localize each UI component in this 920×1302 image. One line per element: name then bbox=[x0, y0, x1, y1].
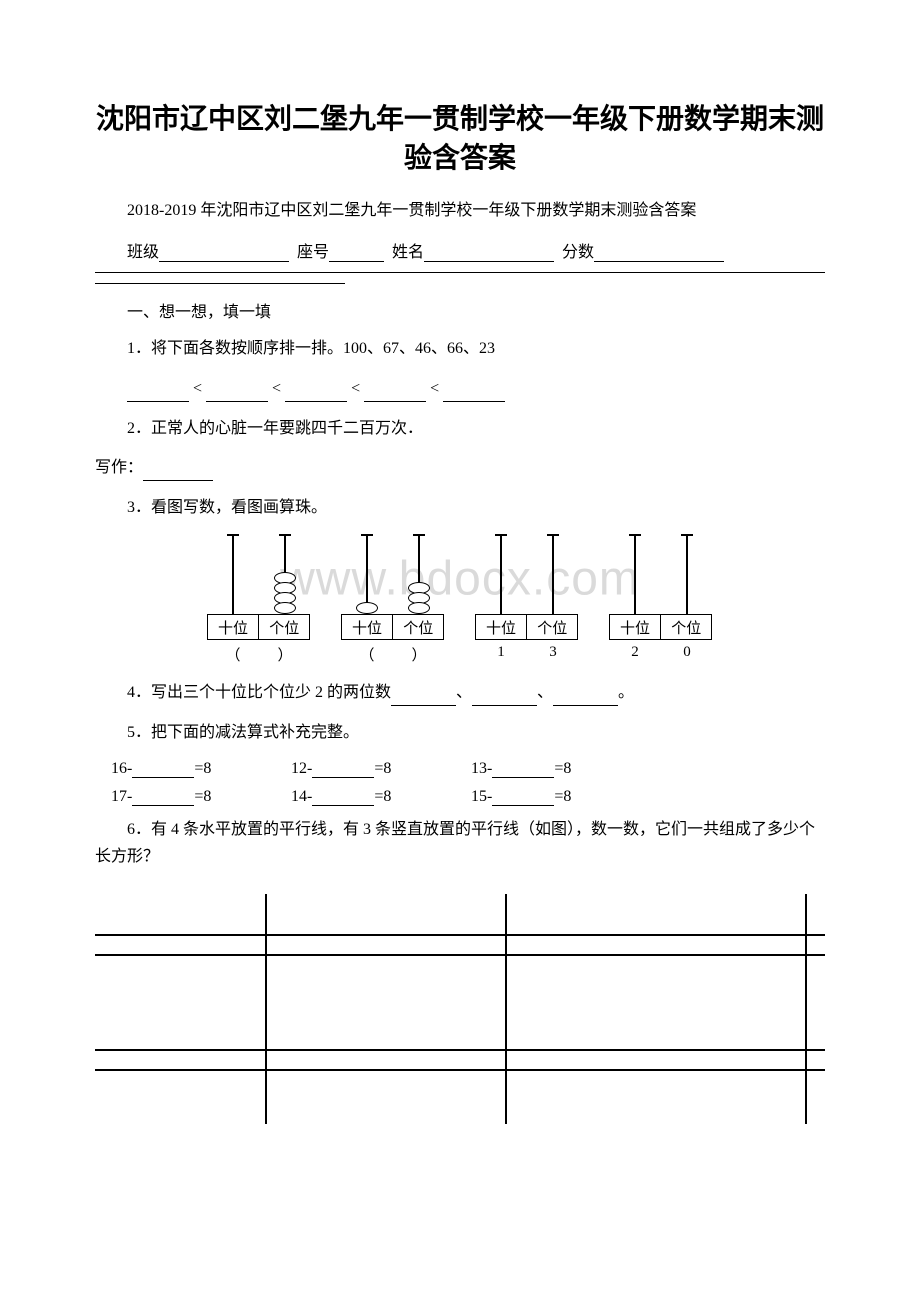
write-label: 写作： bbox=[95, 459, 143, 476]
equation-blank[interactable] bbox=[492, 777, 554, 778]
divider-line bbox=[95, 272, 825, 273]
place-label: 个位 bbox=[392, 614, 444, 640]
abacus-value: 2 bbox=[631, 644, 639, 662]
less-than-icon: < bbox=[351, 380, 360, 397]
q2-blank[interactable] bbox=[143, 480, 213, 481]
vertical-line bbox=[265, 894, 267, 1124]
place-label: 十位 bbox=[475, 614, 527, 640]
place-label: 十位 bbox=[609, 614, 661, 640]
equation-blank[interactable] bbox=[312, 777, 374, 778]
score-label: 分数 bbox=[562, 244, 594, 261]
abacus-value: （ bbox=[225, 644, 240, 662]
abacus-value: ） bbox=[277, 644, 292, 662]
score-blank[interactable] bbox=[594, 261, 724, 262]
class-blank[interactable] bbox=[159, 261, 289, 262]
equation-blank[interactable] bbox=[312, 805, 374, 806]
subtitle: 2018-2019 年沈阳市辽中区刘二堡九年一贯制学校一年级下册数学期末测验含答… bbox=[95, 196, 825, 220]
page-title: 沈阳市辽中区刘二堡九年一贯制学校一年级下册数学期末测验含答案 bbox=[95, 100, 825, 178]
q1-blank[interactable] bbox=[364, 401, 426, 402]
equation-row: 17-=814-=815-=8 bbox=[95, 788, 825, 806]
question-1-blanks: < < < < bbox=[95, 376, 825, 402]
horizontal-line bbox=[95, 934, 825, 936]
less-than-icon: < bbox=[272, 380, 281, 397]
place-label: 个位 bbox=[258, 614, 310, 640]
equation-item: 15-=8 bbox=[471, 788, 651, 806]
equation-blank[interactable] bbox=[492, 805, 554, 806]
equation-row: 16-=812-=813-=8 bbox=[95, 760, 825, 778]
vertical-line bbox=[505, 894, 507, 1124]
abacus-value: ） bbox=[411, 644, 426, 662]
q1-blank[interactable] bbox=[285, 401, 347, 402]
q1-blank[interactable] bbox=[206, 401, 268, 402]
q4-blank[interactable] bbox=[472, 705, 537, 706]
name-blank[interactable] bbox=[424, 261, 554, 262]
name-label: 姓名 bbox=[392, 244, 424, 261]
place-label: 个位 bbox=[526, 614, 578, 640]
abacus-row: www.bdocx.com 十位（个位）十位（个位）十位1个位3十位2个位0 bbox=[95, 534, 825, 662]
place-label: 十位 bbox=[207, 614, 259, 640]
question-5: 5．把下面的减法算式补充完整。 bbox=[95, 720, 825, 746]
abacus: 十位 2 个位 0 bbox=[609, 534, 713, 662]
equation-blank[interactable] bbox=[132, 805, 194, 806]
abacus-value: 1 bbox=[497, 644, 505, 662]
abacus-value: （ bbox=[359, 644, 374, 662]
seat-label: 座号 bbox=[297, 244, 329, 261]
q1-blank[interactable] bbox=[443, 401, 505, 402]
horizontal-line bbox=[95, 1069, 825, 1071]
bead-icon bbox=[408, 602, 430, 614]
student-info-line: 班级 座号 姓名 分数 bbox=[95, 238, 825, 262]
seat-blank[interactable] bbox=[329, 261, 384, 262]
horizontal-line bbox=[95, 1049, 825, 1051]
divider-line-short bbox=[95, 283, 345, 284]
section-1-heading: 一、想一想，填一填 bbox=[95, 298, 825, 322]
grid-figure bbox=[95, 894, 825, 1124]
q4-blank[interactable] bbox=[391, 705, 456, 706]
abacus-value: 3 bbox=[549, 644, 557, 662]
equation-blank[interactable] bbox=[132, 777, 194, 778]
horizontal-line bbox=[95, 954, 825, 956]
equation-item: 16-=8 bbox=[111, 760, 291, 778]
bead-icon bbox=[356, 602, 378, 614]
equation-item: 13-=8 bbox=[471, 760, 651, 778]
equation-item: 14-=8 bbox=[291, 788, 471, 806]
question-3: 3．看图写数，看图画算珠。 bbox=[95, 495, 825, 521]
abacus: 十位 1 个位 3 bbox=[475, 534, 579, 662]
vertical-line bbox=[805, 894, 807, 1124]
question-6: 6．有 4 条水平放置的平行线，有 3 条竖直放置的平行线（如图），数一数，它们… bbox=[95, 816, 825, 870]
q1-blank[interactable] bbox=[127, 401, 189, 402]
question-2: 2．正常人的心脏一年要跳四千二百万次． bbox=[95, 416, 825, 442]
question-4: 4．写出三个十位比个位少 2 的两位数、、。 bbox=[95, 680, 825, 706]
abacus: 十位 （ 个位 ） bbox=[207, 534, 311, 662]
place-label: 十位 bbox=[341, 614, 393, 640]
class-label: 班级 bbox=[127, 244, 159, 261]
abacus-value: 0 bbox=[683, 644, 691, 662]
less-than-icon: < bbox=[430, 380, 439, 397]
question-1: 1．将下面各数按顺序排一排。100、67、46、66、23 bbox=[95, 336, 825, 362]
place-label: 个位 bbox=[660, 614, 712, 640]
equation-item: 12-=8 bbox=[291, 760, 471, 778]
bead-icon bbox=[274, 602, 296, 614]
question-2-write: 写作： bbox=[95, 455, 825, 481]
equation-item: 17-=8 bbox=[111, 788, 291, 806]
abacus: 十位 （ 个位 ） bbox=[341, 534, 445, 662]
less-than-icon: < bbox=[193, 380, 202, 397]
q4-blank[interactable] bbox=[553, 705, 618, 706]
